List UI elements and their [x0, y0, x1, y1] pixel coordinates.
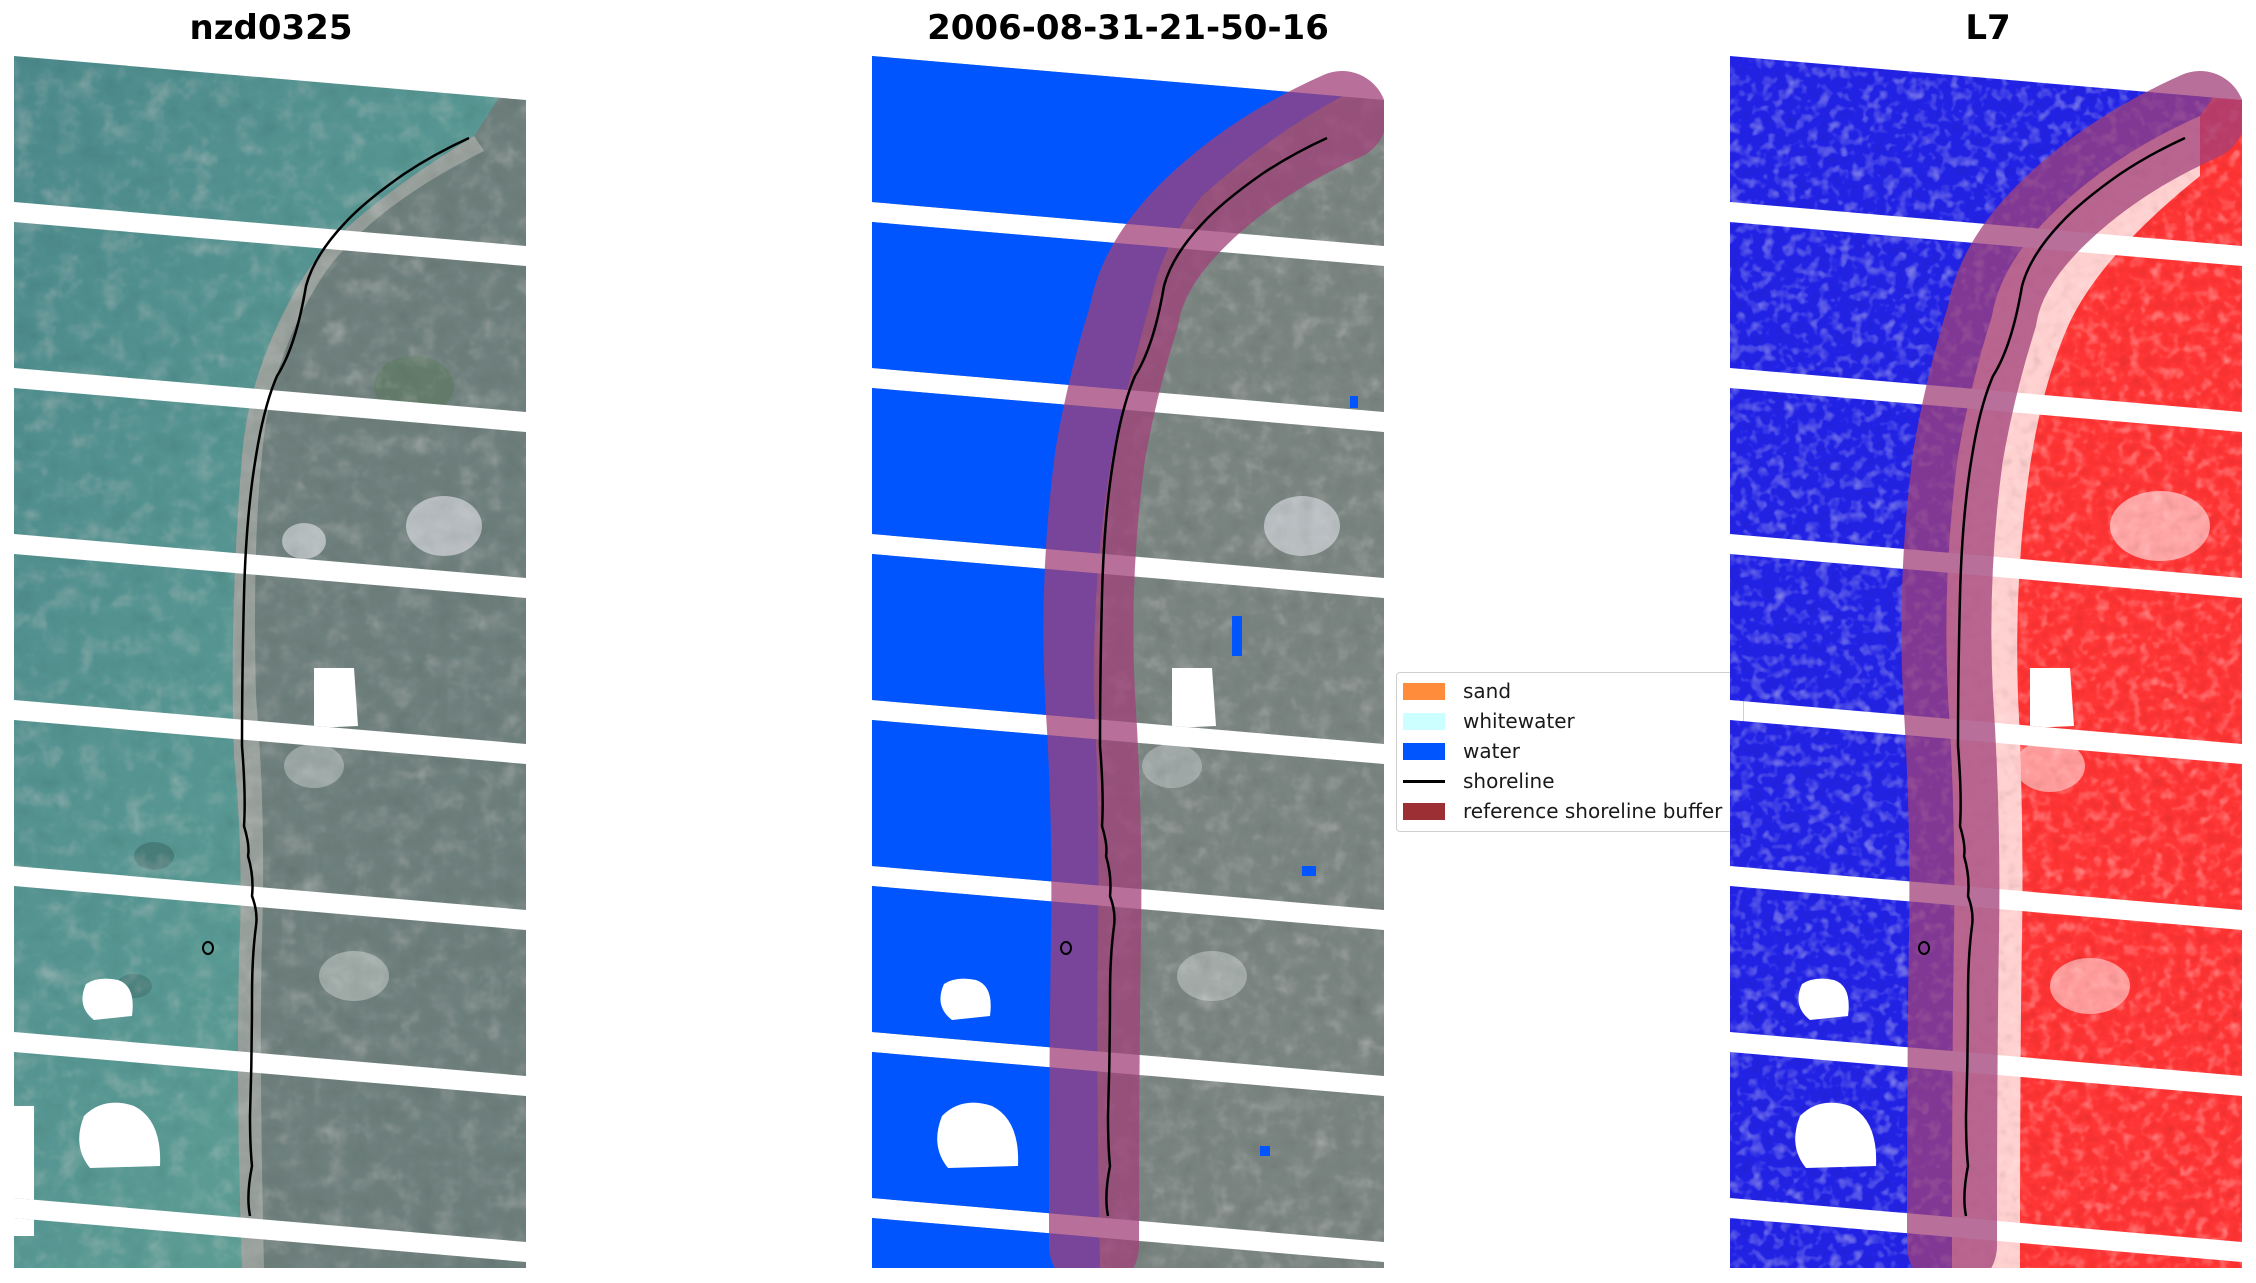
legend: sand whitewater water shoreline referenc…: [1396, 672, 1744, 832]
legend-swatch-sand: [1403, 682, 1445, 700]
reference-shoreline-buffer: [1043, 71, 1384, 1268]
shoreline-line: [240, 136, 470, 1217]
panel-title-classified: 2006-08-31-21-50-16: [927, 8, 1329, 48]
legend-swatch-whitewater: [1403, 712, 1445, 730]
water-class-region: [872, 56, 1384, 1268]
legend-label-buffer: reference shoreline buffer: [1463, 799, 1723, 823]
legend-item-shoreline: shoreline: [1403, 769, 1555, 793]
panel-classified-image: [872, 56, 1384, 1268]
panel-title-rgb: nzd0325: [189, 8, 353, 48]
legend-swatch-shoreline: [1403, 779, 1445, 783]
shoreline-line-classified: [1098, 136, 1328, 1217]
legend-item-sand: sand: [1403, 679, 1511, 703]
legend-item-water: water: [1403, 739, 1520, 763]
index-image-canvas: [1730, 56, 2242, 1268]
panel-title-index: L7: [1965, 8, 2011, 48]
legend-swatch-buffer: [1403, 802, 1445, 820]
legend-label-shoreline: shoreline: [1463, 769, 1555, 793]
panel-index-image: [1730, 56, 2242, 1268]
legend-item-whitewater: whitewater: [1403, 709, 1575, 733]
classified-image-canvas: [872, 56, 1384, 1268]
legend-label-sand: sand: [1463, 679, 1512, 703]
panel-rgb-image: [14, 56, 526, 1268]
legend-item-buffer: reference shoreline buffer: [1403, 799, 1722, 823]
legend-label-water: water: [1463, 739, 1520, 763]
rgb-image-canvas: [14, 56, 526, 1268]
legend-swatch-water: [1403, 742, 1445, 760]
reference-shoreline-buffer-index: [1901, 71, 2242, 1268]
legend-label-whitewater: whitewater: [1463, 709, 1575, 733]
shoreline-line-index: [1956, 136, 2186, 1217]
